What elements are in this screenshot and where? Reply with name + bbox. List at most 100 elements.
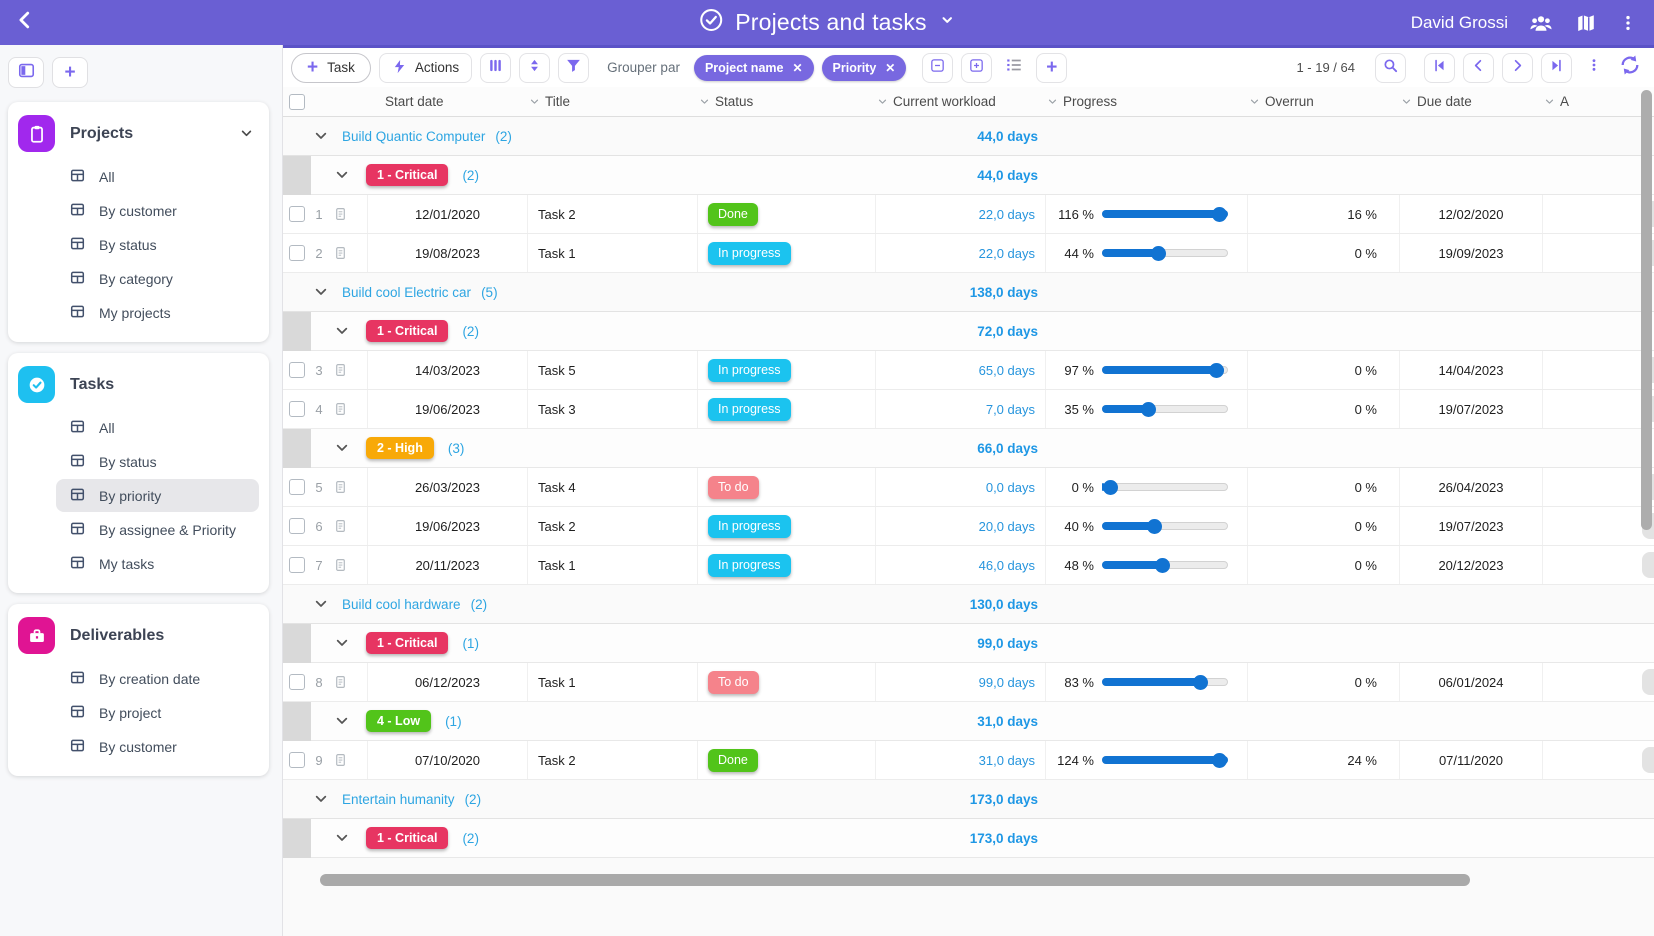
progress-slider[interactable] xyxy=(1102,557,1228,573)
progress-slider[interactable] xyxy=(1102,206,1228,222)
column-header-status[interactable]: Status xyxy=(698,94,876,109)
chevron-down-icon[interactable] xyxy=(238,125,255,142)
task-row[interactable]: 1 12/01/2020 Task 2 Done 22,0 days 116 %… xyxy=(283,195,1654,234)
due-date-cell[interactable]: 19/07/2023 xyxy=(1400,390,1543,428)
collapse-group-icon[interactable] xyxy=(334,635,350,651)
collapse-group-icon[interactable] xyxy=(313,596,329,612)
columns-button[interactable] xyxy=(480,52,512,83)
progress-cell[interactable]: 44 % xyxy=(1046,234,1248,272)
add-view-button[interactable]: + xyxy=(52,57,88,88)
column-header-progress[interactable]: Progress xyxy=(1046,94,1248,109)
chevron-down-icon[interactable] xyxy=(1543,95,1556,108)
start-date-cell[interactable]: 06/12/2023 xyxy=(368,663,528,701)
sidebar-item-by-customer[interactable]: By customer xyxy=(56,194,259,227)
start-date-cell[interactable]: 12/01/2020 xyxy=(368,195,528,233)
group-row[interactable]: Entertain humanity (2) 173,0 days xyxy=(283,780,1654,819)
collapse-group-icon[interactable] xyxy=(334,830,350,846)
collapse-group-icon[interactable] xyxy=(334,713,350,729)
progress-slider[interactable] xyxy=(1102,245,1228,261)
start-date-cell[interactable]: 14/03/2023 xyxy=(368,351,528,389)
row-checkbox[interactable] xyxy=(289,479,305,495)
previous-page-button[interactable] xyxy=(1463,52,1494,83)
document-icon[interactable] xyxy=(333,206,348,222)
collapse-group-icon[interactable] xyxy=(313,284,329,300)
progress-cell[interactable]: 35 % xyxy=(1046,390,1248,428)
title-cell[interactable]: Task 1 xyxy=(528,663,698,701)
due-date-cell[interactable]: 19/07/2023 xyxy=(1400,507,1543,545)
sidebar-item-by-project[interactable]: By project xyxy=(56,696,259,729)
status-cell[interactable]: In progress xyxy=(698,234,876,272)
avatar[interactable] xyxy=(1642,552,1654,578)
sidebar-section-header[interactable]: Projects xyxy=(18,115,261,152)
overrun-cell[interactable]: 0 % xyxy=(1248,234,1400,272)
assignee-cell[interactable] xyxy=(1543,507,1654,545)
document-icon[interactable] xyxy=(333,245,348,261)
workload-cell[interactable]: 20,0 days xyxy=(876,507,1046,545)
horizontal-scrollbar[interactable] xyxy=(320,874,1470,886)
workload-cell[interactable]: 7,0 days xyxy=(876,390,1046,428)
progress-slider[interactable] xyxy=(1102,479,1228,495)
progress-slider[interactable] xyxy=(1102,752,1228,768)
avatar[interactable] xyxy=(1642,747,1654,773)
overrun-cell[interactable]: 0 % xyxy=(1248,663,1400,701)
overrun-cell[interactable]: 0 % xyxy=(1248,351,1400,389)
row-checkbox[interactable] xyxy=(289,674,305,690)
due-date-cell[interactable]: 06/01/2024 xyxy=(1400,663,1543,701)
due-date-cell[interactable]: 14/04/2023 xyxy=(1400,351,1543,389)
overrun-cell[interactable]: 0 % xyxy=(1248,390,1400,428)
add-task-button[interactable]: + Task xyxy=(291,52,371,83)
group-row[interactable]: Build cool hardware (2) 130,0 days xyxy=(283,585,1654,624)
assignee-cell[interactable] xyxy=(1543,741,1654,779)
sidebar-item-my-projects[interactable]: My projects xyxy=(56,296,259,329)
chevron-down-icon[interactable] xyxy=(1046,95,1059,108)
row-checkbox[interactable] xyxy=(289,401,305,417)
numbered-list-button[interactable] xyxy=(1000,53,1028,83)
subgroup-row[interactable]: 1 - Critical (1) 99,0 days xyxy=(283,623,1654,663)
toggle-panel-button[interactable] xyxy=(8,57,44,88)
page-title-group[interactable]: Projects and tasks xyxy=(698,7,956,38)
assignee-cell[interactable] xyxy=(1543,468,1654,506)
subgroup-row[interactable]: 1 - Critical (2) 72,0 days xyxy=(283,311,1654,351)
chevron-down-icon[interactable] xyxy=(528,95,541,108)
sidebar-item-my-tasks[interactable]: My tasks xyxy=(56,547,259,580)
column-header-overrun[interactable]: Overrun xyxy=(1248,94,1400,109)
collapse-group-icon[interactable] xyxy=(334,167,350,183)
due-date-cell[interactable]: 26/04/2023 xyxy=(1400,468,1543,506)
progress-slider[interactable] xyxy=(1102,362,1228,378)
progress-slider[interactable] xyxy=(1102,674,1228,690)
progress-slider[interactable] xyxy=(1102,401,1228,417)
overrun-cell[interactable]: 0 % xyxy=(1248,468,1400,506)
actions-button[interactable]: Actions xyxy=(378,52,473,83)
collapse-all-button[interactable] xyxy=(922,52,954,83)
group-row[interactable]: Build cool Electric car (5) 138,0 days xyxy=(283,273,1654,312)
assignee-cell[interactable] xyxy=(1543,546,1654,584)
due-date-cell[interactable]: 20/12/2023 xyxy=(1400,546,1543,584)
assignee-cell[interactable] xyxy=(1543,234,1654,272)
chevron-down-icon[interactable] xyxy=(1400,95,1413,108)
progress-cell[interactable]: 40 % xyxy=(1046,507,1248,545)
chevron-down-icon[interactable] xyxy=(876,95,889,108)
overrun-cell[interactable]: 0 % xyxy=(1248,546,1400,584)
document-icon[interactable] xyxy=(333,752,348,768)
title-cell[interactable]: Task 5 xyxy=(528,351,698,389)
kebab-menu-icon[interactable] xyxy=(1618,12,1638,34)
document-icon[interactable] xyxy=(333,557,348,573)
title-cell[interactable]: Task 3 xyxy=(528,390,698,428)
start-date-cell[interactable]: 19/06/2023 xyxy=(368,390,528,428)
start-date-cell[interactable]: 19/08/2023 xyxy=(368,234,528,272)
title-cell[interactable]: Task 4 xyxy=(528,468,698,506)
status-cell[interactable]: Done xyxy=(698,741,876,779)
assignee-cell[interactable] xyxy=(1543,663,1654,701)
group-name-link[interactable]: Build cool Electric car xyxy=(342,284,472,300)
column-header-due-date[interactable]: Due date xyxy=(1400,94,1543,109)
group-name-link[interactable]: Build Quantic Computer xyxy=(342,128,486,144)
status-cell[interactable]: In progress xyxy=(698,546,876,584)
next-page-button[interactable] xyxy=(1502,52,1533,83)
workload-cell[interactable]: 0,0 days xyxy=(876,468,1046,506)
map-icon[interactable] xyxy=(1574,12,1598,34)
chevron-down-icon[interactable] xyxy=(938,11,956,34)
column-header-a[interactable]: A xyxy=(1543,94,1654,109)
group-chip-priority[interactable]: Priority ✕ xyxy=(821,54,907,81)
chevron-down-icon[interactable] xyxy=(1248,95,1261,108)
document-icon[interactable] xyxy=(333,479,348,495)
